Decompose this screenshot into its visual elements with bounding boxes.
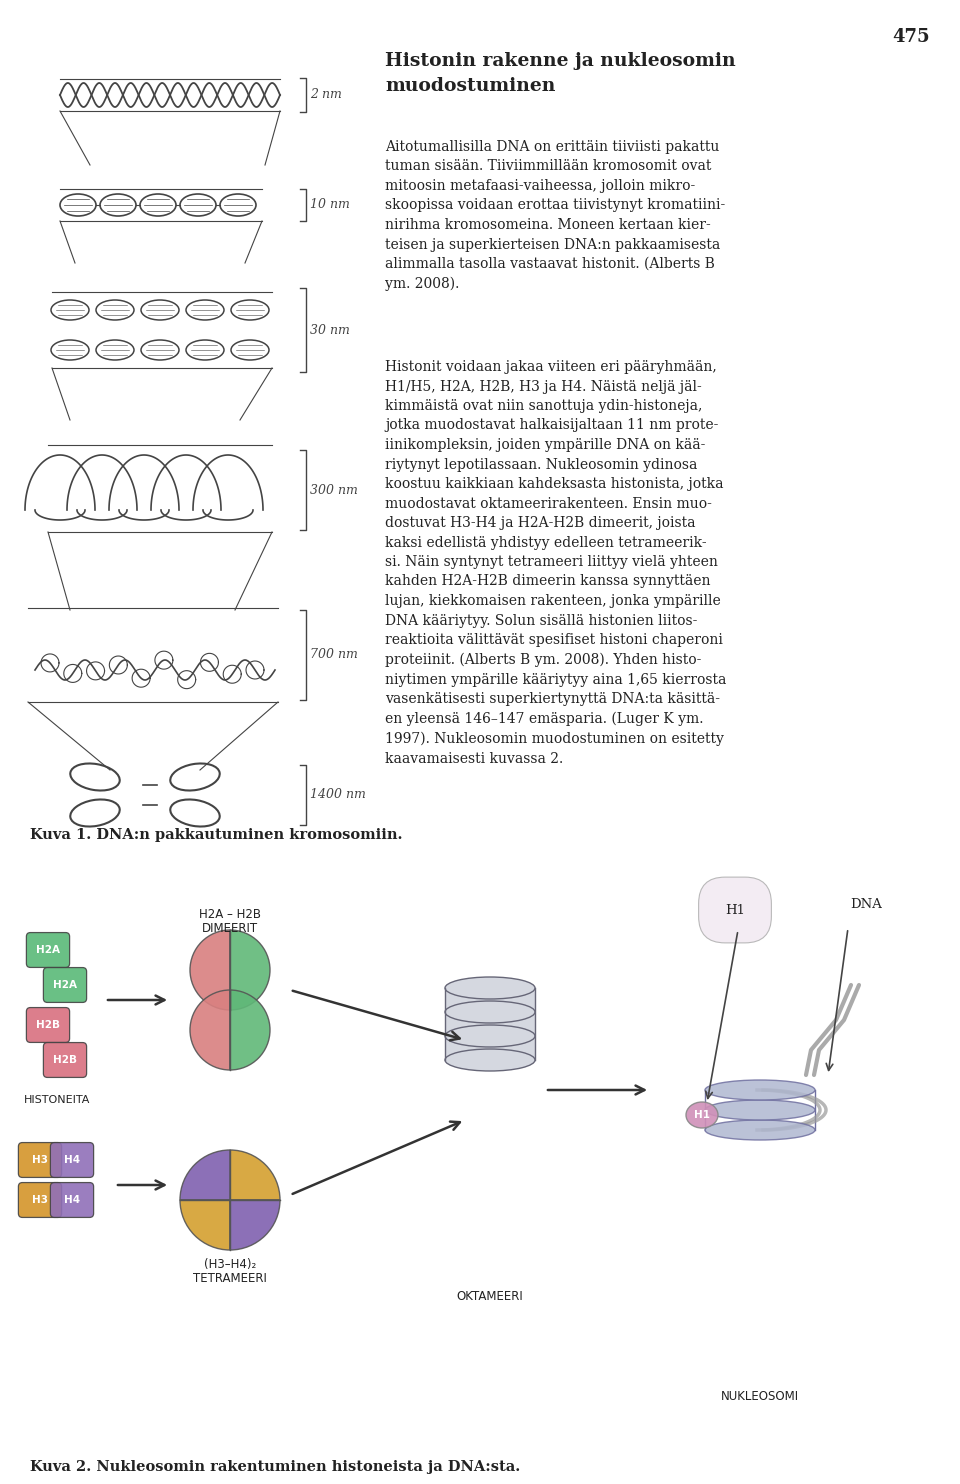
Wedge shape: [230, 930, 270, 1011]
Text: H2B: H2B: [36, 1020, 60, 1030]
Wedge shape: [230, 1150, 280, 1201]
FancyBboxPatch shape: [18, 1143, 61, 1177]
Text: 30 nm: 30 nm: [310, 324, 349, 337]
Text: H3: H3: [32, 1155, 48, 1165]
Text: H1: H1: [725, 904, 745, 917]
Ellipse shape: [445, 1049, 535, 1071]
Text: Histonit voidaan jakaa viiteen eri pääryhmään,
H1/H5, H2A, H2B, H3 ja H4. Näistä: Histonit voidaan jakaa viiteen eri pääry…: [385, 361, 727, 766]
Text: Kuva 2. Nukleosomin rakentuminen histoneista ja DNA:sta.: Kuva 2. Nukleosomin rakentuminen histone…: [30, 1460, 520, 1474]
Text: H2A: H2A: [53, 979, 77, 990]
Text: H2A – H2B: H2A – H2B: [199, 908, 261, 922]
FancyBboxPatch shape: [43, 1043, 86, 1077]
Ellipse shape: [705, 1080, 815, 1100]
Text: Kuva 1. DNA:n pakkautuminen kromosomiin.: Kuva 1. DNA:n pakkautuminen kromosomiin.: [30, 828, 402, 841]
Text: 475: 475: [893, 28, 930, 46]
Text: 1400 nm: 1400 nm: [310, 788, 366, 801]
Text: 700 nm: 700 nm: [310, 649, 358, 662]
Wedge shape: [230, 1201, 280, 1250]
Wedge shape: [180, 1150, 230, 1201]
Text: H4: H4: [64, 1155, 80, 1165]
Text: H2A: H2A: [36, 945, 60, 956]
Ellipse shape: [686, 1103, 718, 1128]
Text: HISTONEITA: HISTONEITA: [24, 1095, 90, 1106]
FancyBboxPatch shape: [26, 932, 69, 968]
Text: H3: H3: [32, 1195, 48, 1205]
Ellipse shape: [705, 1120, 815, 1140]
Ellipse shape: [445, 1025, 535, 1048]
FancyBboxPatch shape: [43, 968, 86, 1002]
Text: 300 nm: 300 nm: [310, 484, 358, 497]
Text: OKTAMEERI: OKTAMEERI: [457, 1290, 523, 1303]
Text: Histonin rakenne ja nukleosomin
muodostuminen: Histonin rakenne ja nukleosomin muodostu…: [385, 52, 735, 95]
FancyBboxPatch shape: [26, 1008, 69, 1042]
FancyBboxPatch shape: [50, 1143, 93, 1177]
Text: H2B: H2B: [53, 1055, 77, 1066]
Ellipse shape: [445, 976, 535, 999]
Text: TETRAMEERI: TETRAMEERI: [193, 1272, 267, 1285]
Text: 2 nm: 2 nm: [310, 89, 342, 101]
Text: 10 nm: 10 nm: [310, 199, 349, 212]
Text: Aitotumallisilla DNA on erittäin tiiviisti pakattu
tuman sisään. Tiiviimmillään : Aitotumallisilla DNA on erittäin tiiviis…: [385, 139, 725, 291]
Wedge shape: [180, 1201, 230, 1250]
FancyBboxPatch shape: [50, 1183, 93, 1217]
Text: H1: H1: [694, 1110, 710, 1120]
Text: DIMEERIT: DIMEERIT: [202, 922, 258, 935]
Text: DNA: DNA: [850, 898, 882, 911]
Bar: [445, 988, 535, 1060]
Wedge shape: [190, 930, 230, 1011]
Ellipse shape: [445, 1002, 535, 1022]
Text: H4: H4: [64, 1195, 80, 1205]
Ellipse shape: [705, 1100, 815, 1120]
FancyBboxPatch shape: [18, 1183, 61, 1217]
Text: (H3–H4)₂: (H3–H4)₂: [204, 1258, 256, 1270]
Wedge shape: [230, 990, 270, 1070]
Wedge shape: [190, 990, 230, 1070]
Text: NUKLEOSOMI: NUKLEOSOMI: [721, 1391, 799, 1402]
